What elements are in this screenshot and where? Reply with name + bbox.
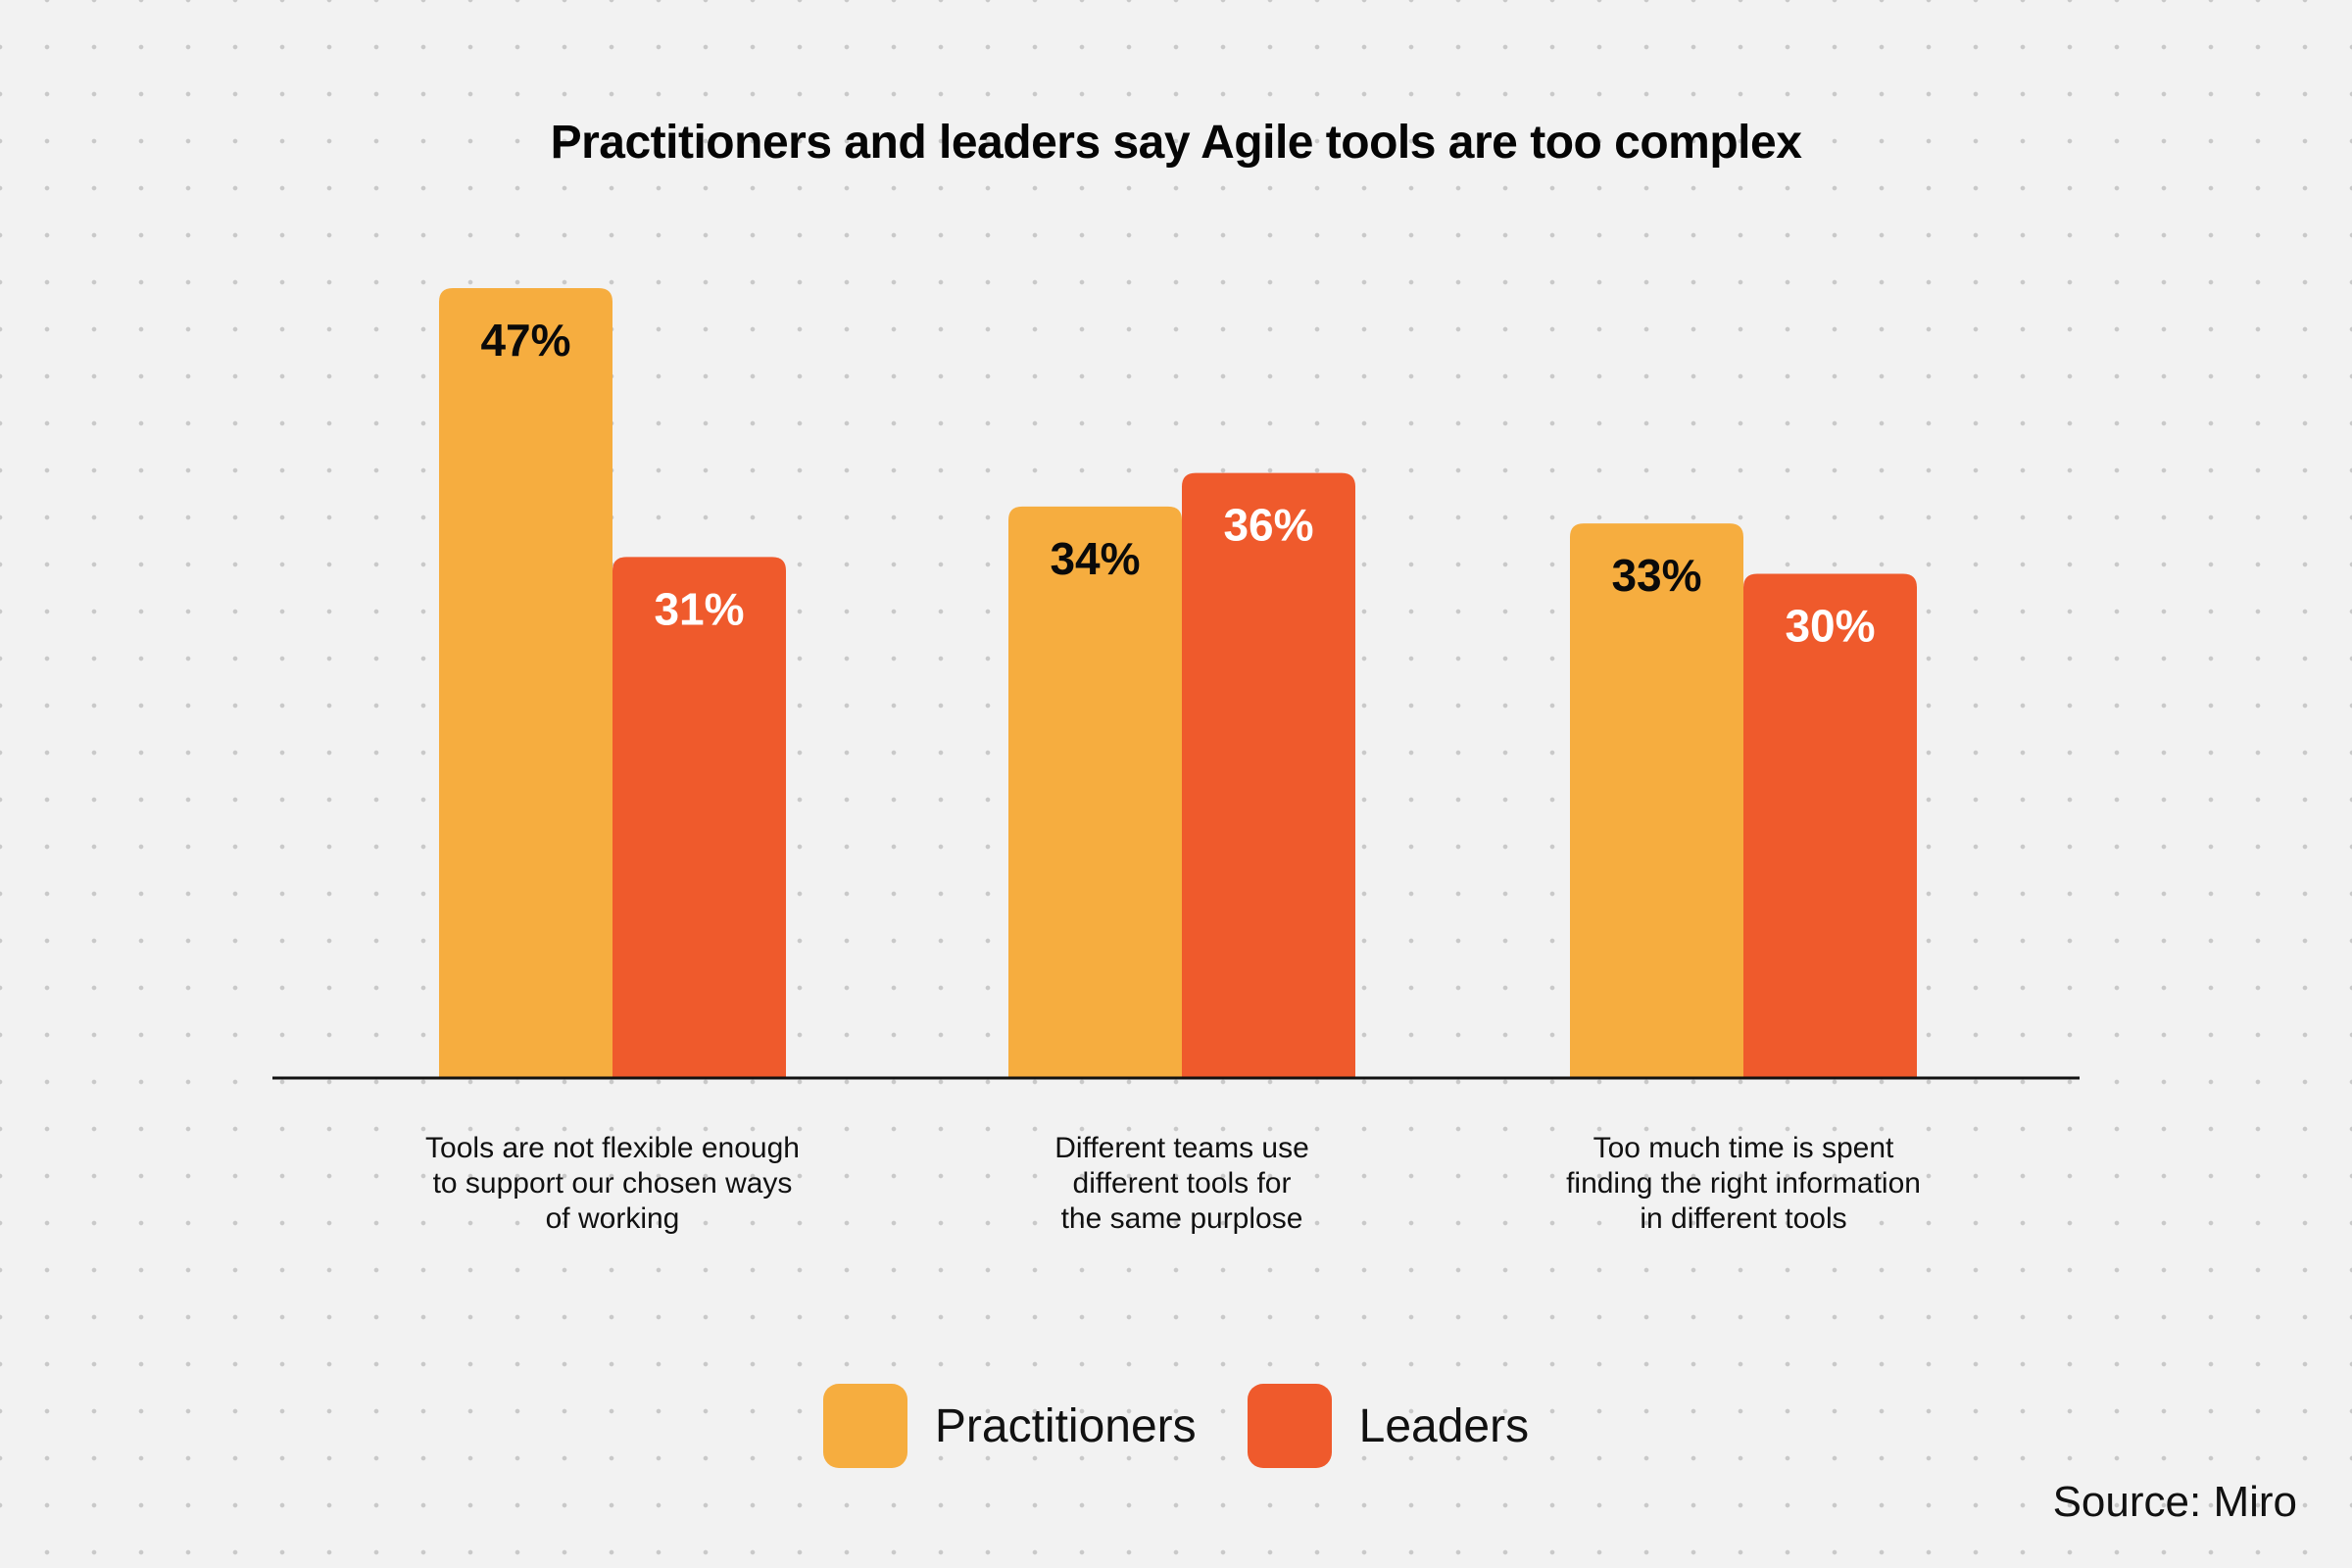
category-label-2: Different teams use different tools for … [956, 1131, 1407, 1237]
bar-leaders-2 [1182, 472, 1355, 1078]
data-label-practitioners-2: 34% [1050, 533, 1140, 584]
chart-title: Practitioners and leaders say Agile tool… [550, 117, 1802, 169]
bar-practitioners-1 [439, 288, 612, 1078]
source-note: Source: Miro [2052, 1478, 2297, 1526]
category-label-line: of working [545, 1202, 680, 1235]
category-label-line: Tools are not flexible enough [425, 1132, 800, 1164]
bar-practitioners-3 [1570, 523, 1743, 1078]
category-label-line: in different tools [1640, 1202, 1847, 1235]
bar-leaders-3 [1743, 573, 1917, 1078]
category-label-line: to support our chosen ways [432, 1167, 793, 1200]
category-label-line: Different teams use [1054, 1132, 1309, 1164]
bar-practitioners-2 [1008, 506, 1182, 1078]
legend-item-leaders[interactable]: Leaders [1247, 1384, 1530, 1468]
legend-label-leaders: Leaders [1358, 1399, 1530, 1452]
bar-leaders-1 [612, 557, 786, 1078]
category-label-3: Too much time is spent finding the right… [1518, 1131, 1969, 1237]
legend-swatch-leaders [1247, 1384, 1332, 1468]
category-label-line: finding the right information [1566, 1167, 1921, 1200]
category-label-line: the same purplose [1060, 1202, 1303, 1235]
category-label-line: Too much time is spent [1592, 1132, 1894, 1164]
data-label-leaders-1: 31% [654, 583, 744, 634]
legend: Practitioners Leaders [0, 1384, 2352, 1468]
category-label-1: Tools are not flexible enough to support… [387, 1131, 838, 1237]
legend-item-practitioners[interactable]: Practitioners [822, 1384, 1197, 1468]
data-label-practitioners-3: 33% [1611, 550, 1701, 601]
data-label-practitioners-1: 47% [480, 315, 570, 366]
legend-swatch-practitioners [822, 1384, 907, 1468]
data-label-leaders-3: 30% [1785, 601, 1875, 652]
category-label-line: different tools for [1072, 1167, 1292, 1200]
legend-label-practitioners: Practitioners [934, 1399, 1197, 1452]
data-label-leaders-2: 36% [1223, 500, 1313, 551]
